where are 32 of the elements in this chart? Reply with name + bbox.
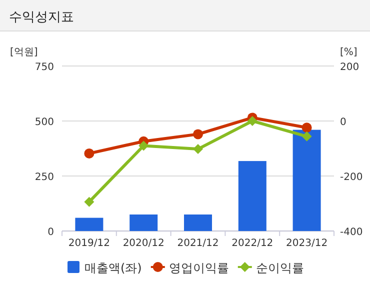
y-tick-label: 0 — [48, 227, 54, 238]
point — [193, 144, 203, 154]
bar — [184, 214, 212, 231]
point — [302, 131, 312, 142]
point — [138, 140, 149, 151]
point — [84, 196, 94, 207]
legend-label: 순이익률 — [256, 261, 304, 275]
bar — [130, 214, 158, 231]
point — [302, 122, 312, 133]
y-tick-label: 750 — [34, 62, 54, 73]
x-tick-label: 2023/12 — [286, 238, 328, 249]
legend-label: 매출액(좌) — [84, 261, 142, 275]
y2-axis-title: [%] — [340, 47, 358, 58]
y-tick-label: 500 — [34, 117, 54, 128]
x-tick-label: 2020/12 — [122, 238, 164, 249]
x-tick-label: 2019/12 — [68, 238, 110, 249]
y2-tick-label: 0 — [340, 117, 346, 128]
y2-tick-label: -200 — [340, 172, 363, 183]
chart-title: 수익성지표 — [9, 10, 74, 25]
bar — [292, 130, 321, 231]
point — [247, 116, 258, 126]
point — [193, 129, 203, 140]
bar — [238, 161, 266, 231]
y2-tick-label: -400 — [340, 227, 363, 238]
x-tick-label: 2022/12 — [232, 238, 274, 249]
bar — [75, 218, 104, 231]
x-tick-label: 2021/12 — [177, 238, 219, 249]
y2-tick-label: 200 — [340, 62, 360, 73]
y-axis-title: [억원] — [10, 47, 38, 58]
y-tick-label: 250 — [34, 172, 54, 183]
point — [84, 148, 94, 158]
legend-label: 영업이익률 — [168, 261, 229, 275]
